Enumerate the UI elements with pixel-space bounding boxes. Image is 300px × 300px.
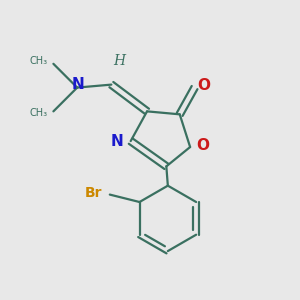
Text: CH₃: CH₃ xyxy=(29,56,47,66)
Text: N: N xyxy=(111,134,124,148)
Text: H: H xyxy=(113,54,125,68)
Text: O: O xyxy=(197,78,210,93)
Text: CH₃: CH₃ xyxy=(29,108,47,118)
Text: Br: Br xyxy=(85,186,102,200)
Text: O: O xyxy=(196,138,209,153)
Text: N: N xyxy=(72,77,84,92)
